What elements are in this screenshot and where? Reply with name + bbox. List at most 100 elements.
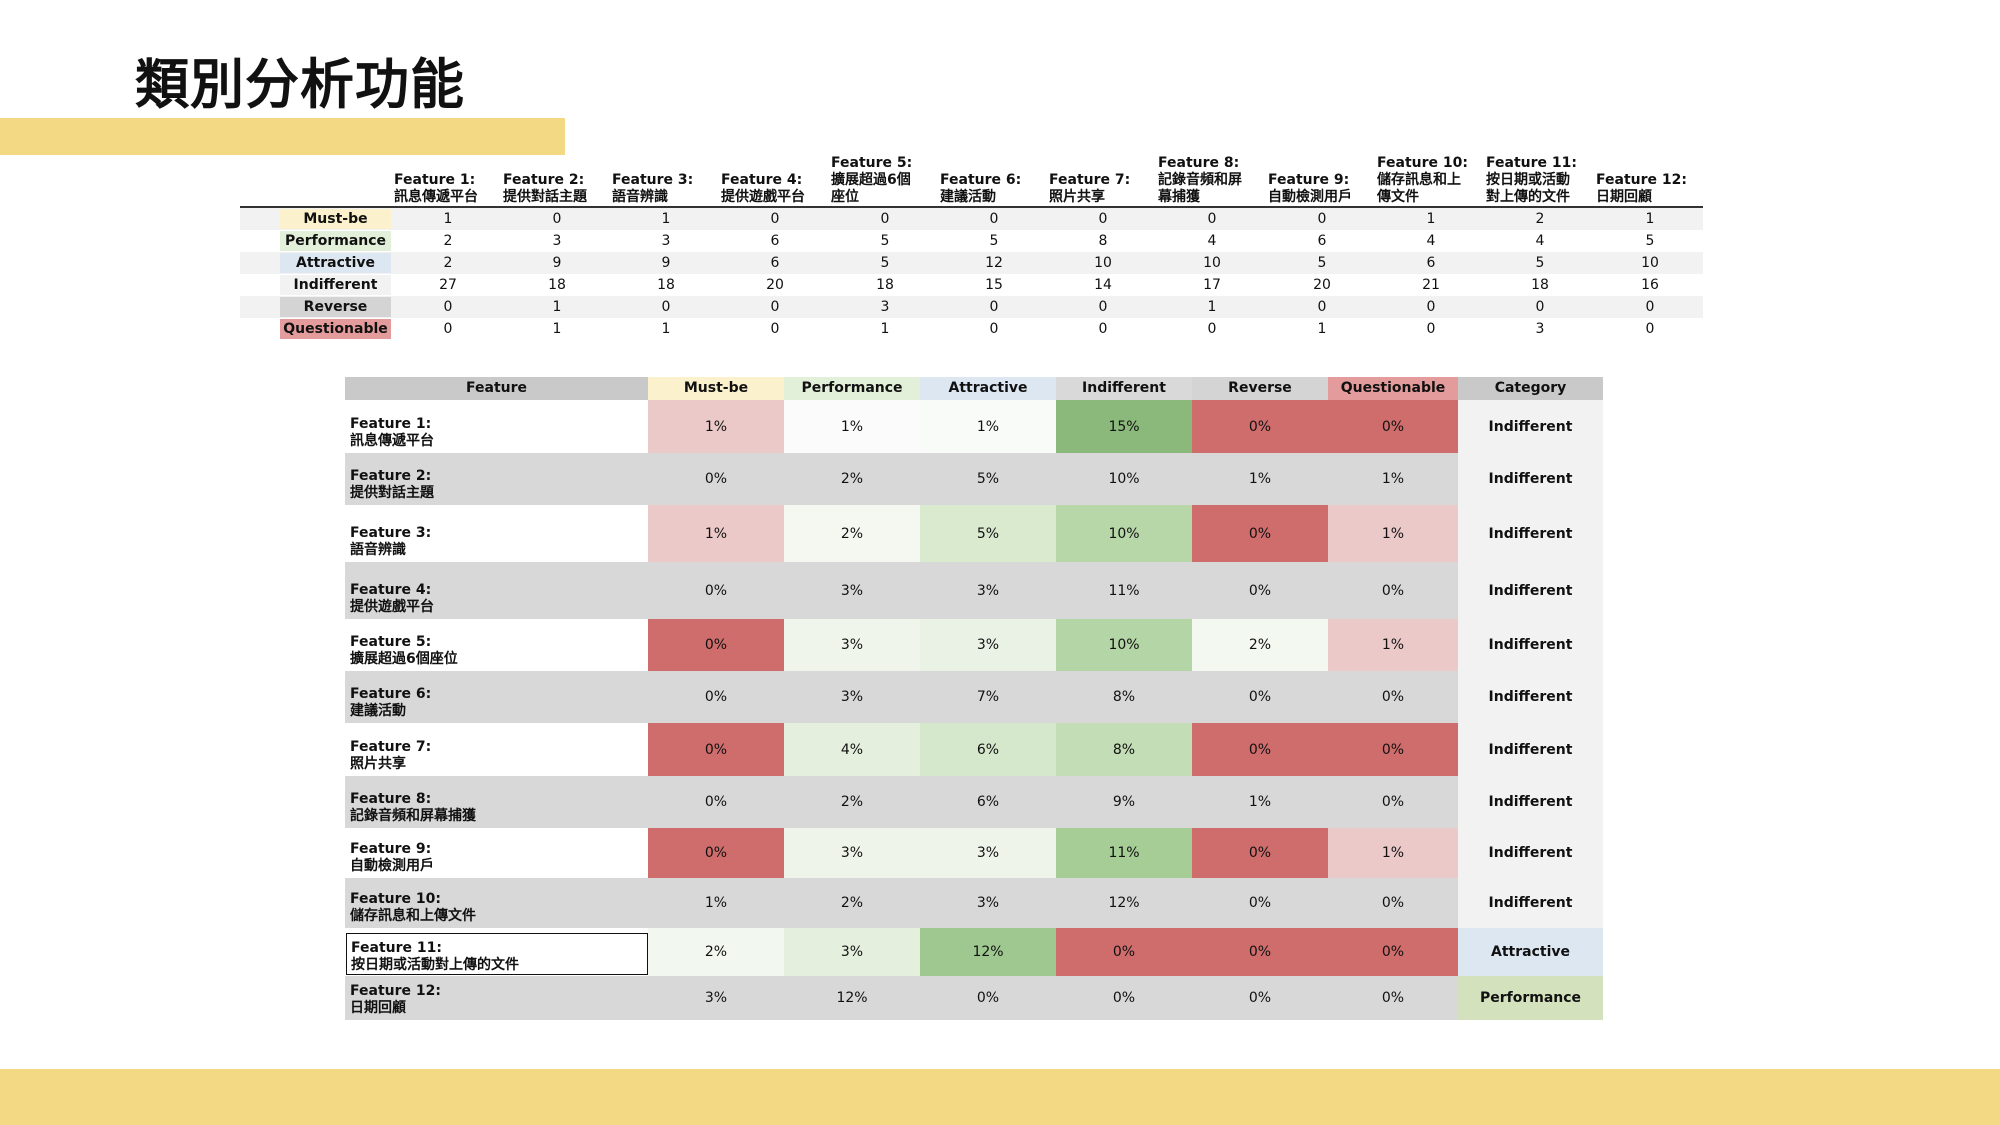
header-line: Feature 8: xyxy=(1158,155,1240,171)
header-line: Feature 3: xyxy=(612,172,694,188)
count-table-header: Feature 1: 訊息傳遞平台 Feature 2: 提供對話主題 Feature … xyxy=(240,150,1703,208)
percent-cell: 0% xyxy=(704,582,728,599)
count-cell: 0 xyxy=(1207,321,1217,337)
percent-cell: 1% xyxy=(1248,471,1272,487)
percentage-matrix: Feature Must-be Performance Attractive Indif… xyxy=(345,377,1603,1020)
matrix-row: Feature 3: 語音辨識 1% 2% 5% 10% 0% 1% Indifferent xyxy=(345,505,1603,562)
percent-cell: 0% xyxy=(1381,794,1405,810)
count-cell: 5 xyxy=(880,233,890,249)
percent-cell: 10% xyxy=(1056,619,1192,671)
matrix-feature-name: Feature 9: 自動檢測用戶 xyxy=(350,841,640,875)
percent-cell: 6% xyxy=(920,723,1056,776)
count-cell: 4 xyxy=(1207,233,1217,249)
feature-name-line: 按日期或活動對上傳的文件 xyxy=(351,957,519,973)
header-line: Feature 2: xyxy=(503,172,585,188)
count-cell: 18 xyxy=(548,277,566,293)
count-cell: 0 xyxy=(1317,211,1327,227)
percent-cell: 3% xyxy=(784,928,920,976)
count-cell: 10 xyxy=(1641,255,1659,271)
percent-cell: 0% xyxy=(1248,895,1272,911)
percent-cell: 1% xyxy=(648,505,784,562)
header-line: 提供對話主題 xyxy=(503,189,587,205)
feature-name-line: 照片共享 xyxy=(350,756,406,772)
feature-name-line: Feature 2: xyxy=(350,468,432,484)
count-feature-header: Feature 7: 照片共享 xyxy=(1049,172,1157,206)
count-feature-header: Feature 1: 訊息傳遞平台 xyxy=(394,172,502,206)
percent-cell: 0% xyxy=(1381,895,1405,911)
matrix-row: Feature 6: 建議活動 0% 3% 7% 8% 0% 0% Indifferent xyxy=(345,671,1603,723)
header-line: Feature 12: xyxy=(1596,172,1687,188)
category-cell: Indifferent xyxy=(1458,619,1603,671)
count-cell: 0 xyxy=(989,211,999,227)
percent-cell: 3% xyxy=(920,828,1056,878)
header-line: Feature 11: xyxy=(1486,155,1577,171)
count-cell: 0 xyxy=(1098,299,1108,315)
category-cell: Indifferent xyxy=(1458,453,1603,505)
count-cell: 9 xyxy=(661,255,671,271)
percent-cell: 3% xyxy=(784,619,920,671)
percent-cell: 0% xyxy=(1192,723,1328,776)
count-row: Performance 2 3 3 6 5 5 8 4 6 4 4 5 xyxy=(240,230,1703,252)
count-row: Must-be 1 0 1 0 0 0 0 0 0 1 2 1 xyxy=(240,208,1703,230)
count-cell: 1 xyxy=(1207,299,1217,315)
feature-name-line: Feature 9: xyxy=(350,841,432,857)
percent-cell: 0% xyxy=(1381,582,1405,599)
category-cell: Indifferent xyxy=(1458,723,1603,776)
count-feature-header: Feature 2: 提供對話主題 xyxy=(503,172,611,206)
count-cell: 17 xyxy=(1203,277,1221,293)
matrix-feature-name: Feature 8: 記錄音頻和屏幕捕獲 xyxy=(350,791,640,825)
title-accent-bar xyxy=(0,118,565,155)
header-line: 語音辨識 xyxy=(612,189,668,205)
matrix-row: Feature 7: 照片共享 0% 4% 6% 8% 0% 0% Indifferent xyxy=(345,723,1603,776)
feature-name-line: 儲存訊息和上傳文件 xyxy=(350,908,476,924)
percent-cell: 0% xyxy=(1381,990,1405,1006)
count-cell: 27 xyxy=(439,277,457,293)
count-feature-header: Feature 4: 提供遊戲平台 xyxy=(721,172,829,206)
feature-name-line: Feature 11: xyxy=(351,940,442,956)
matrix-row: Feature 9: 自動檢測用戶 0% 3% 3% 11% 0% 1% Indifferent xyxy=(345,828,1603,878)
header-line: 建議活動 xyxy=(940,189,996,205)
percent-cell: 0% xyxy=(648,619,784,671)
percent-cell: 12% xyxy=(836,990,868,1006)
category-cell: Indifferent xyxy=(1458,562,1603,619)
percent-cell: 3% xyxy=(976,895,1000,911)
row-background xyxy=(345,878,1458,928)
count-cell: 0 xyxy=(443,321,453,337)
count-row-label: Must-be xyxy=(280,209,391,229)
matrix-row: Feature 5: 擴展超過6個座位 0% 3% 3% 10% 2% 1% Indiffere… xyxy=(345,619,1603,671)
count-cell: 0 xyxy=(1426,321,1436,337)
category-cell: Indifferent xyxy=(1458,776,1603,828)
matrix-feature-name: Feature 11: 按日期或活動對上傳的文件 xyxy=(346,933,648,975)
count-cell: 20 xyxy=(766,277,784,293)
category-cell: Indifferent xyxy=(1458,828,1603,878)
percent-cell: 0% xyxy=(704,689,728,705)
percent-cell: 8% xyxy=(1112,689,1136,705)
header-line: 日期回顧 xyxy=(1596,189,1652,205)
count-feature-header: Feature 5: 擴展超過6個 座位 xyxy=(831,155,939,206)
count-cell: 5 xyxy=(880,255,890,271)
percent-cell: 11% xyxy=(1056,828,1192,878)
feature-name-line: Feature 7: xyxy=(350,739,432,755)
percent-cell: 3% xyxy=(704,990,728,1006)
category-cell: Indifferent xyxy=(1458,878,1603,928)
count-cell: 1 xyxy=(443,211,453,227)
header-line: Feature 7: xyxy=(1049,172,1131,188)
count-row-label: Indifferent xyxy=(280,275,391,295)
percent-cell: 10% xyxy=(1108,471,1140,487)
percent-cell: 0% xyxy=(704,794,728,810)
feature-name-line: Feature 6: xyxy=(350,686,432,702)
percent-cell: 0% xyxy=(648,828,784,878)
count-cell: 0 xyxy=(661,299,671,315)
count-cell: 5 xyxy=(1317,255,1327,271)
count-cell: 6 xyxy=(1426,255,1436,271)
percent-cell: 0% xyxy=(1248,689,1272,705)
matrix-header: Feature Must-be Performance Attractive Indif… xyxy=(345,377,1603,400)
feature-name-line: 記錄音頻和屏幕捕獲 xyxy=(350,808,476,824)
count-feature-header: Feature 6: 建議活動 xyxy=(940,172,1048,206)
percent-cell: 1% xyxy=(648,400,784,453)
category-cell: Attractive xyxy=(1458,928,1603,976)
category-cell: Performance xyxy=(1458,976,1603,1020)
percent-cell: 0% xyxy=(1328,928,1458,976)
header-line: 按日期或活動 xyxy=(1486,172,1570,188)
count-feature-header: Feature 10: 儲存訊息和上 傳文件 xyxy=(1377,155,1485,206)
